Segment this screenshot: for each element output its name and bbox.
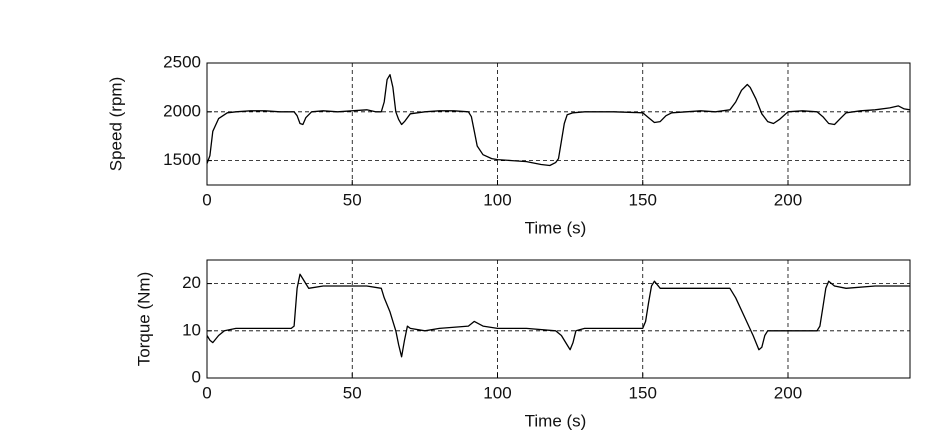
x-tick-label: 0	[202, 190, 211, 209]
x-tick-label: 200	[774, 383, 802, 402]
x-tick-label: 100	[483, 383, 511, 402]
x-tick-label: 50	[343, 383, 362, 402]
x-tick-label: 150	[629, 383, 657, 402]
y-tick-label: 0	[192, 367, 201, 386]
data-line	[206, 74, 911, 167]
x-axis-label: Time (s)	[525, 218, 587, 237]
y-tick-label: 2500	[163, 52, 201, 71]
x-tick-label: 200	[774, 190, 802, 209]
y-tick-label: 2000	[163, 101, 201, 120]
x-tick-label: 50	[343, 190, 362, 209]
x-axis-label: Time (s)	[525, 411, 587, 430]
y-axis-label: Speed (rpm)	[106, 77, 125, 171]
y-axis-label: Torque (Nm)	[134, 272, 153, 366]
data-line	[206, 273, 910, 358]
x-tick-label: 0	[202, 383, 211, 402]
plot-frame	[206, 259, 911, 379]
y-tick-label: 1500	[163, 150, 201, 169]
x-tick-label: 100	[483, 190, 511, 209]
x-tick-label: 150	[629, 190, 657, 209]
y-tick-label: 10	[182, 320, 201, 339]
y-tick-label: 20	[182, 273, 201, 292]
plot-frame	[206, 62, 911, 186]
